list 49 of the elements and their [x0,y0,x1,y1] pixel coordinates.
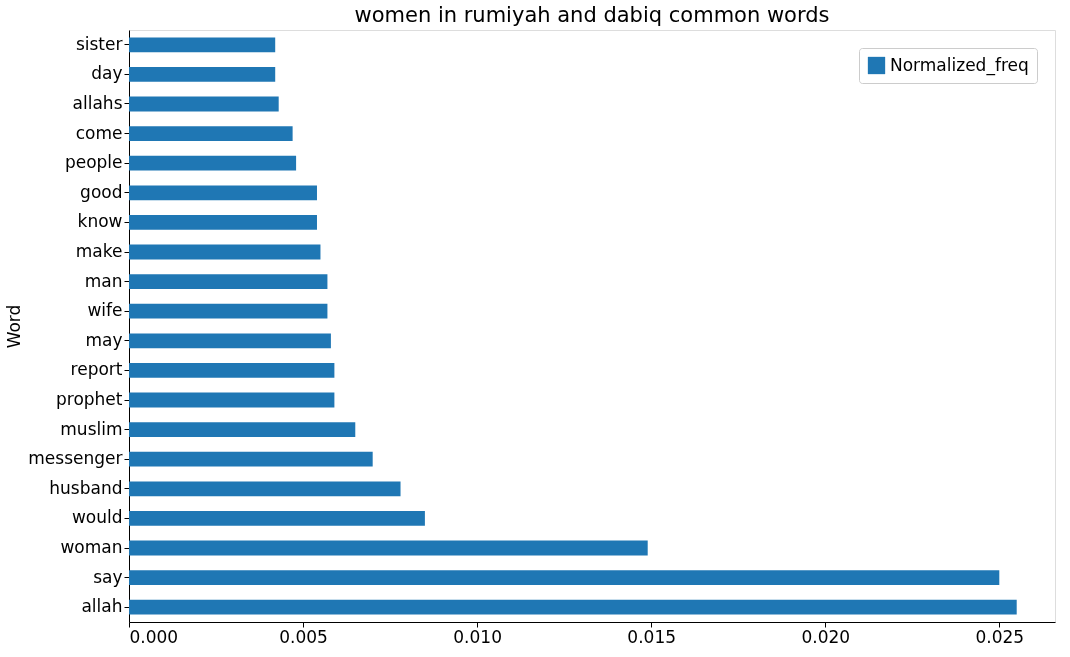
legend-label: Normalized_freq [890,54,1029,76]
y-tick-label: good [80,181,123,202]
bar [129,333,331,349]
bar [129,244,321,260]
y-tick-label: day [91,63,123,84]
y-tick-label: would [71,507,123,528]
y-tick-label: husband [49,477,123,498]
bar [129,511,425,526]
bar [129,37,276,53]
y-tick-label: people [64,152,123,173]
x-tick-label: 0.015 [627,626,677,647]
bar [129,363,335,378]
y-axis-title: Word [4,304,25,349]
bar [129,67,276,82]
bar [129,215,317,230]
y-tick-label: prophet [56,389,123,409]
x-tick-label: 0.010 [453,626,502,647]
y-tick-label: allahs [72,93,123,113]
y-tick-label: may [85,329,123,350]
y-tick-label: man [84,270,123,291]
bar [129,303,328,319]
x-tick-label: 0.000 [129,626,179,647]
bar [129,96,279,112]
y-tick-label: woman [60,537,123,557]
bar [129,599,1017,615]
bar [129,422,356,437]
x-tick-label: 0.025 [975,626,1025,647]
bar [129,185,317,201]
bar [129,451,373,467]
bar [129,126,293,141]
bar [129,481,401,497]
x-tick-label: 0.005 [279,626,328,647]
y-tick-label: allah [81,596,123,617]
x-tick-label: 0.020 [801,626,851,647]
bar [129,570,1000,585]
y-tick-label: wife [87,300,123,321]
y-tick-label: report [70,359,123,380]
y-tick-label: say [93,566,123,587]
y-tick-label: messenger [28,448,123,469]
bar [129,274,328,289]
y-tick-label: muslim [60,418,123,439]
bar [129,155,297,171]
y-tick-label: make [75,241,123,261]
chart-title: women in rumiyah and dabiq common words [354,3,830,27]
bar [129,392,335,408]
bar [129,540,648,556]
y-tick-label: come [75,122,123,143]
y-tick-label: know [77,211,123,232]
y-tick-label: sister [75,33,123,54]
